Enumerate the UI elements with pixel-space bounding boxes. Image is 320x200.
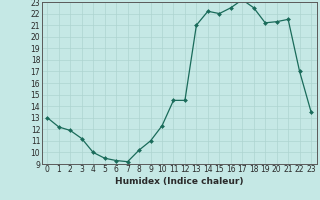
X-axis label: Humidex (Indice chaleur): Humidex (Indice chaleur)	[115, 177, 244, 186]
